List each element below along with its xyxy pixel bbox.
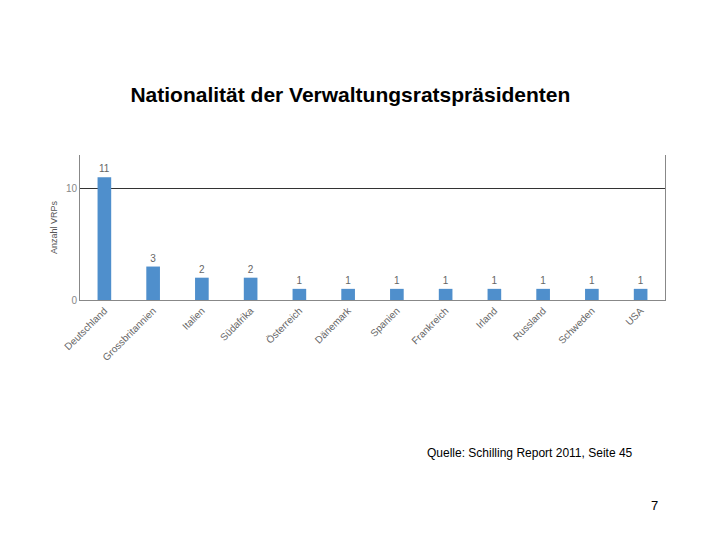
svg-text:10: 10 bbox=[66, 183, 78, 194]
svg-text:Anzahl VRPs: Anzahl VRPs bbox=[49, 200, 59, 254]
svg-text:1: 1 bbox=[394, 275, 400, 286]
svg-text:1: 1 bbox=[491, 275, 497, 286]
svg-text:1: 1 bbox=[540, 275, 546, 286]
svg-text:Russland: Russland bbox=[511, 305, 548, 342]
svg-text:Nationalität der Verwaltungsra: Nationalität der Verwaltungsratspräsiden… bbox=[130, 83, 570, 106]
svg-text:1: 1 bbox=[638, 275, 644, 286]
svg-text:1: 1 bbox=[443, 275, 449, 286]
svg-text:Österreich: Österreich bbox=[264, 305, 304, 345]
svg-text:Deutschland: Deutschland bbox=[62, 305, 109, 352]
svg-text:3: 3 bbox=[150, 253, 156, 264]
svg-text:USA: USA bbox=[623, 305, 646, 328]
svg-text:Spanien: Spanien bbox=[368, 305, 402, 339]
svg-text:Südafrika: Südafrika bbox=[218, 305, 256, 343]
svg-text:7: 7 bbox=[651, 498, 658, 513]
svg-text:Schweden: Schweden bbox=[556, 305, 597, 346]
svg-text:Dänemark: Dänemark bbox=[313, 304, 354, 345]
svg-text:2: 2 bbox=[199, 264, 205, 275]
svg-text:1: 1 bbox=[589, 275, 595, 286]
svg-text:Irland: Irland bbox=[474, 305, 499, 330]
svg-text:11: 11 bbox=[99, 163, 110, 174]
svg-text:0: 0 bbox=[71, 295, 77, 306]
svg-text:Grossbritannien: Grossbritannien bbox=[100, 305, 158, 363]
svg-text:Frankreich: Frankreich bbox=[409, 305, 450, 346]
svg-text:Quelle: Schilling Report 2011,: Quelle: Schilling Report 2011, Seite 45 bbox=[427, 446, 633, 460]
svg-text:1: 1 bbox=[296, 275, 302, 286]
svg-text:2: 2 bbox=[248, 264, 254, 275]
svg-text:1: 1 bbox=[345, 275, 351, 286]
svg-text:Italien: Italien bbox=[180, 305, 207, 332]
